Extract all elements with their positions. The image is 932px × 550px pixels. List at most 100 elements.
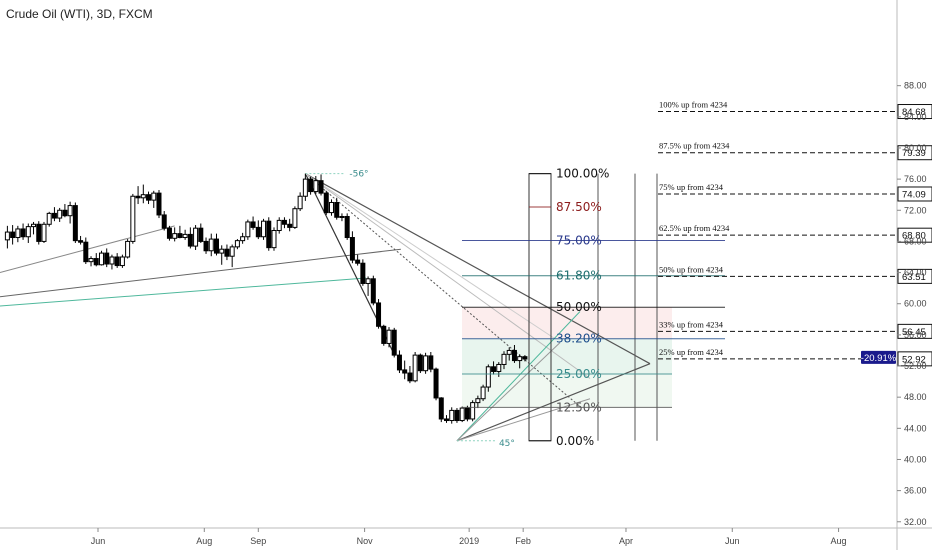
fib-zone-25-125	[462, 374, 672, 408]
candle-body	[511, 349, 517, 362]
fib-zone-50-382	[462, 307, 672, 339]
candle-body	[255, 226, 261, 238]
candle-body	[323, 192, 329, 214]
price-tick-label: 44.00	[904, 423, 927, 433]
target-price-tag-label: 84.68	[902, 107, 926, 118]
angle-label-high: -56°	[349, 170, 368, 180]
candle-body	[344, 215, 350, 239]
candle-body	[297, 195, 303, 210]
candle-body	[104, 252, 110, 265]
candle-body	[62, 209, 68, 217]
target-level-label: 62.5% up from 4234	[659, 223, 730, 233]
candle-body	[386, 329, 392, 344]
candle-body	[261, 220, 267, 238]
fib-level-label: 87.50%	[556, 200, 602, 214]
target-price-tag-label: 79.39	[902, 148, 926, 159]
candle-body	[219, 248, 225, 254]
candle-body	[444, 418, 449, 422]
candle-body	[4, 231, 10, 241]
candle-body	[193, 227, 199, 247]
candle-body	[355, 259, 361, 264]
candle-body	[130, 195, 136, 242]
candle-body	[36, 223, 42, 242]
fib-level-label: 100.00%	[556, 167, 609, 181]
candle-body	[287, 223, 293, 228]
candle-body	[208, 238, 214, 252]
candle-body	[428, 355, 434, 370]
time-tick-label: Feb	[515, 536, 531, 546]
candle-body	[72, 205, 78, 242]
candle-body	[334, 201, 340, 218]
fib-retracement[interactable]: 100.00% 87.50% 75.00% 61.80% 50.00% 38.20% 25.…	[462, 167, 725, 448]
triangle-upper-edge	[305, 173, 651, 365]
fib-level-label: 25.00%	[556, 367, 602, 381]
candle-body	[140, 194, 146, 199]
fan-line-lighter	[305, 173, 556, 340]
time-tick-label: Aug	[831, 536, 847, 546]
target-price-tag	[897, 323, 932, 339]
candle-body	[125, 240, 131, 258]
target-price-tag	[897, 186, 932, 202]
price-tick-label: 52.00	[904, 361, 927, 371]
time-tick-label: Aug	[196, 536, 212, 546]
candle-body	[459, 407, 465, 422]
candle-body	[161, 214, 167, 229]
trendline-teal	[0, 277, 367, 307]
candle-body	[41, 223, 47, 242]
target-level-label: 50% up from 4234	[659, 264, 724, 274]
trendline-rising	[0, 248, 401, 298]
target-level-label: 100% up from 4234	[659, 100, 728, 110]
candle-body	[224, 248, 230, 257]
price-tick-label: 72.00	[904, 205, 927, 215]
candle-body	[135, 195, 141, 199]
candle-body	[313, 180, 319, 193]
candle-body	[203, 240, 209, 252]
candle-body	[109, 256, 115, 265]
candle-body	[20, 228, 26, 238]
price-tick-label: 68.00	[904, 236, 927, 246]
candle-body	[496, 363, 502, 372]
candle-body	[506, 349, 512, 355]
time-axis[interactable]: Jun Aug Sep Nov 2019 Feb Apr Jun Aug	[0, 527, 932, 546]
candle-body	[438, 397, 444, 420]
candle-body	[292, 208, 298, 228]
fan-line-light	[305, 173, 591, 379]
candle-body	[93, 258, 99, 266]
time-tick-label: Jun	[91, 536, 106, 546]
candle-body	[156, 192, 162, 216]
change-badge-label: -20.91%	[861, 353, 897, 364]
candle-body	[402, 369, 408, 374]
candle-body	[328, 201, 334, 214]
target-levels: 100% up from 4234 84.68 87.5% up from 4234…	[658, 100, 932, 367]
candle-body	[83, 241, 89, 263]
candle-body	[31, 223, 37, 228]
target-level-label: 75% up from 4234	[659, 182, 724, 192]
candle-body	[271, 230, 277, 249]
candle-body	[396, 354, 402, 371]
target-price-tag	[897, 268, 932, 284]
time-tick-label: Sep	[250, 536, 266, 546]
candle-body	[412, 354, 418, 382]
price-tick-label: 80.00	[904, 143, 927, 153]
time-tick-label: 2019	[459, 536, 479, 546]
price-axis[interactable]: 32.00 36.00 40.00 44.00 48.00 52.00 56.00 60.00…	[896, 0, 927, 550]
candle-body	[480, 386, 486, 400]
fan-line-low	[456, 342, 561, 442]
target-price-tag-label: 74.09	[902, 189, 926, 200]
candle-body	[349, 237, 355, 261]
gann-45-line	[456, 311, 581, 442]
candle-body	[67, 205, 73, 217]
candle-body	[119, 256, 125, 267]
candle-body	[423, 355, 429, 372]
target-level-label: 33% up from 4234	[659, 319, 724, 329]
candle-body	[166, 227, 172, 239]
target-price-tag	[897, 227, 932, 243]
price-tick-label: 56.00	[904, 330, 927, 340]
candle-body	[234, 240, 240, 248]
target-price-tag-label: 63.51	[902, 272, 926, 283]
candle-body	[485, 366, 491, 388]
candle-body	[88, 258, 94, 263]
price-tick-label: 36.00	[904, 486, 927, 496]
candle-body	[491, 366, 497, 372]
